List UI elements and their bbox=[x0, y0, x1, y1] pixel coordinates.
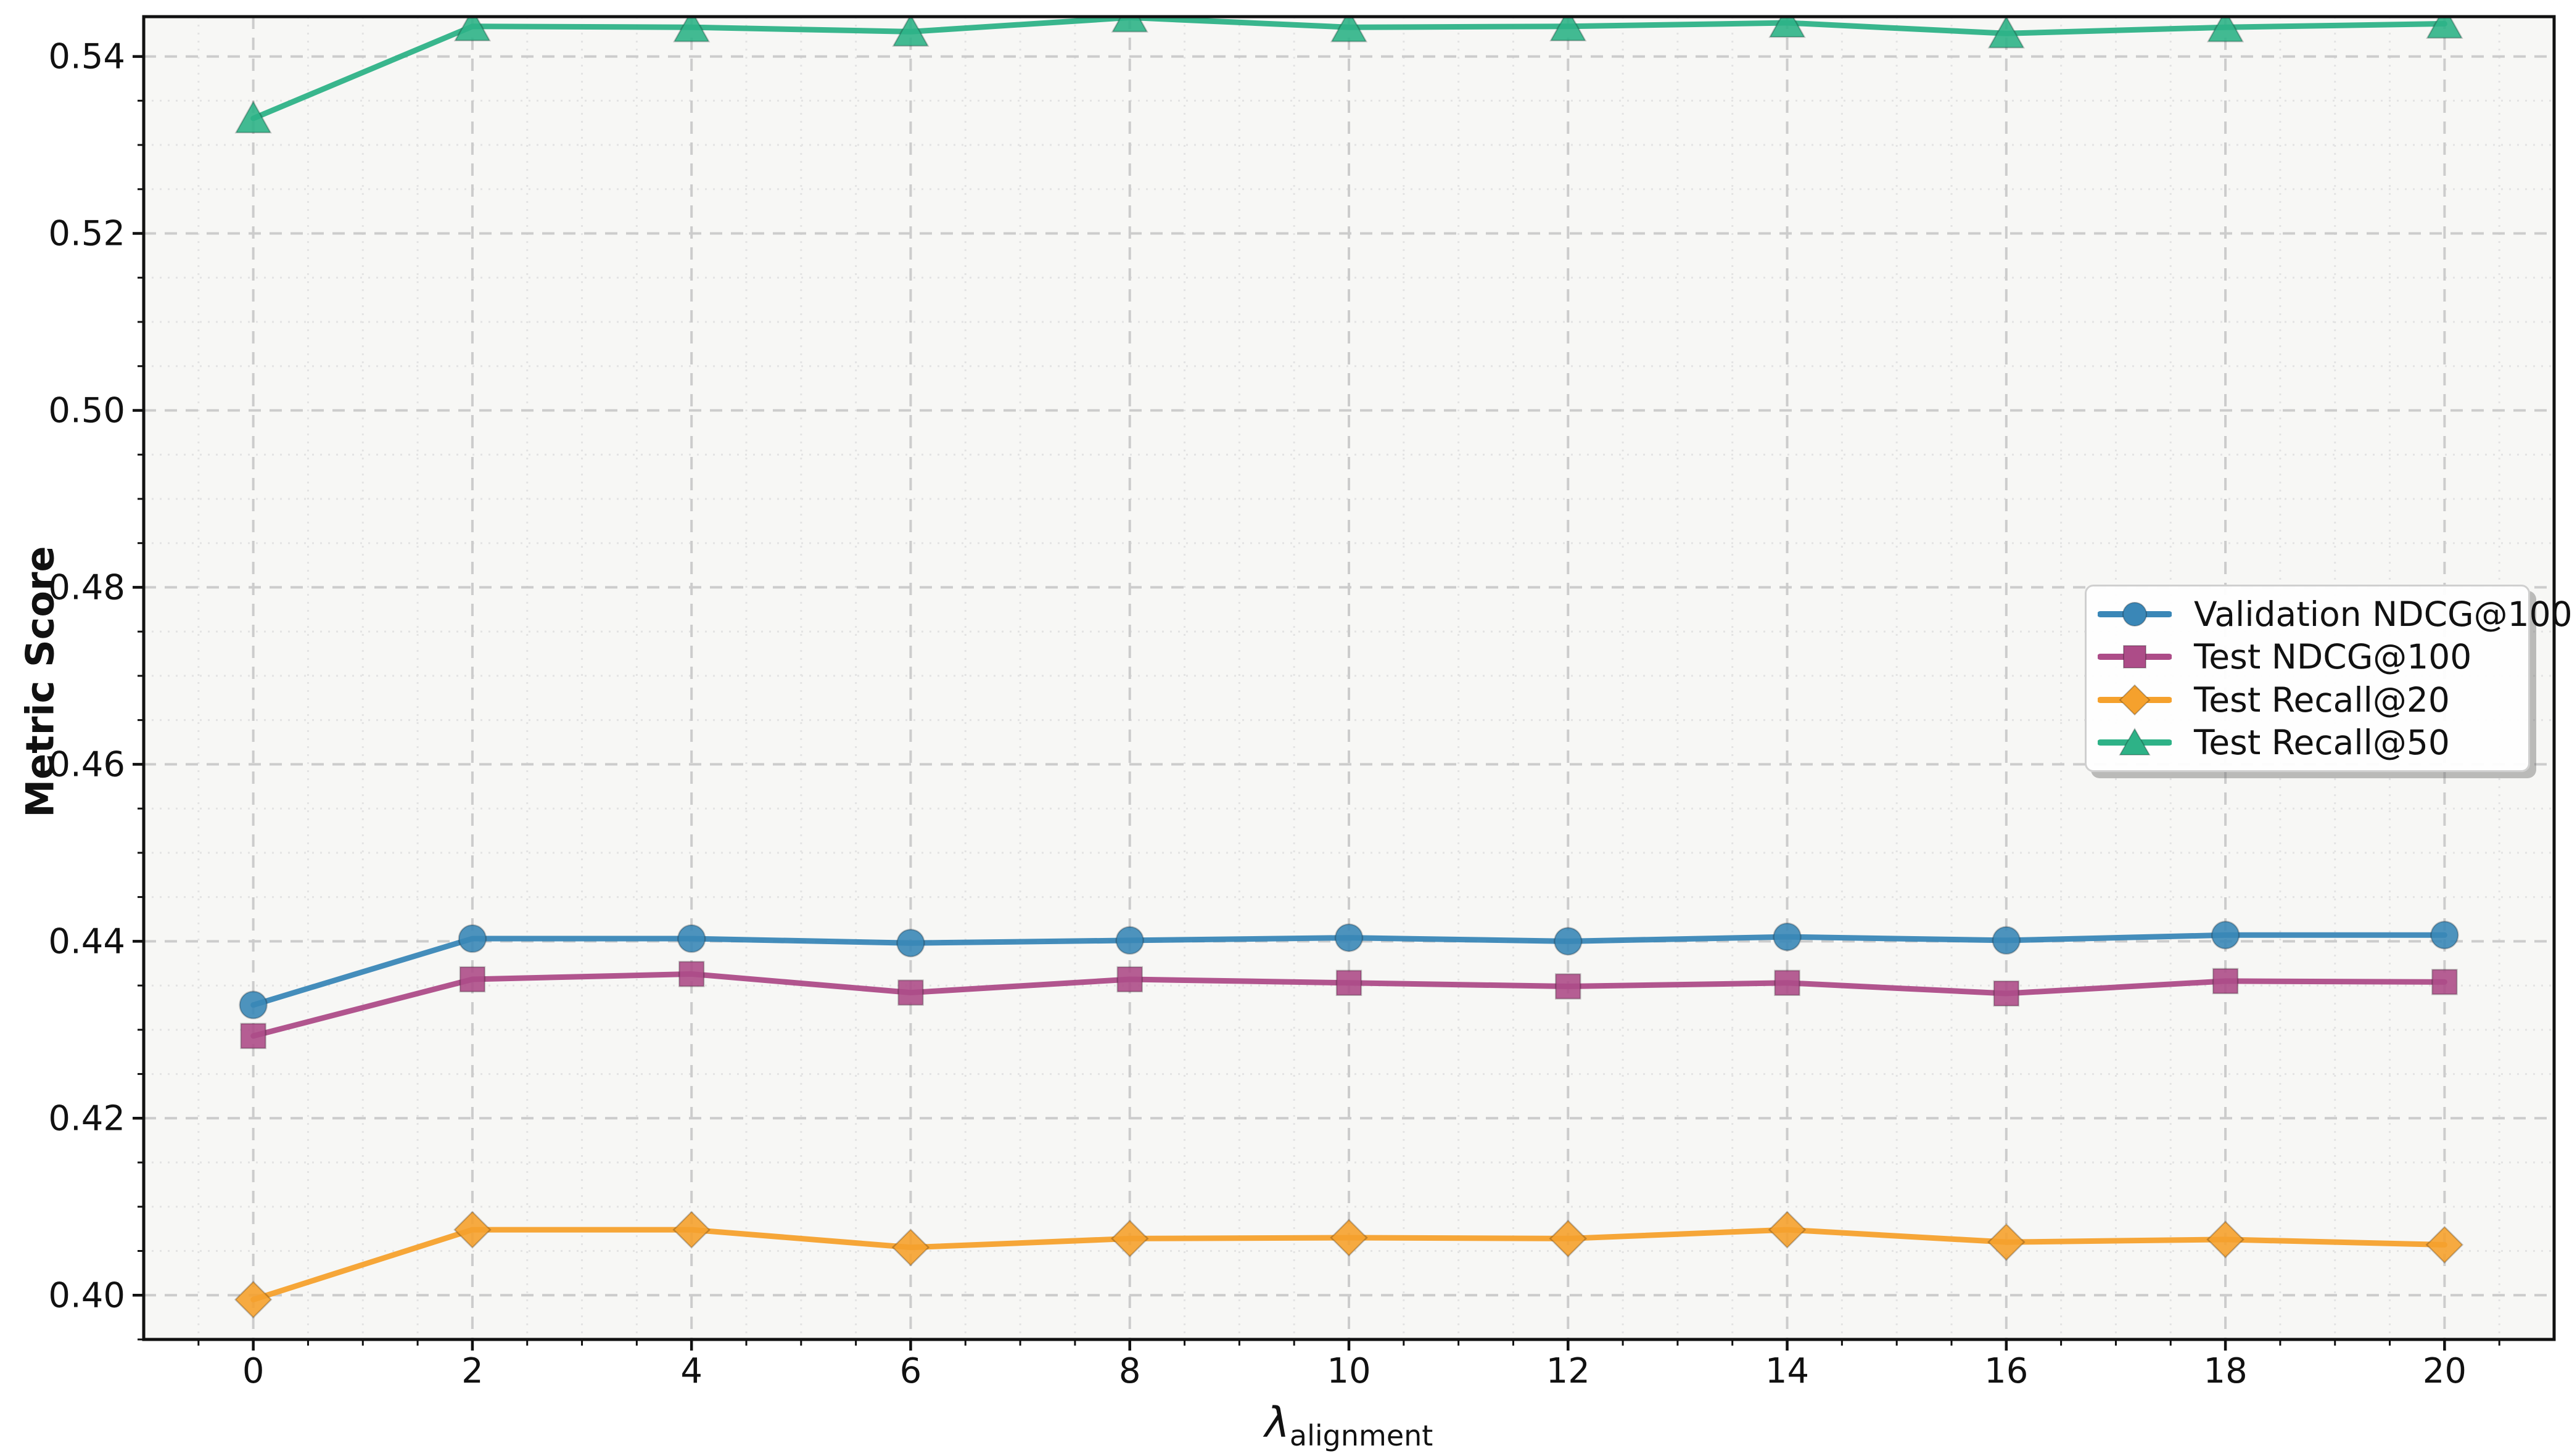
x-tick-label: 12 bbox=[1546, 1351, 1590, 1391]
marker-square bbox=[2212, 968, 2239, 995]
marker-square bbox=[678, 961, 705, 987]
legend-marker bbox=[2122, 601, 2147, 627]
marker-circle bbox=[239, 990, 268, 1019]
legend-circle-icon bbox=[2098, 601, 2172, 627]
x-tick-label: 16 bbox=[1984, 1351, 2028, 1391]
marker-diamond bbox=[672, 1211, 711, 1249]
x-tick-label: 10 bbox=[1327, 1351, 1370, 1391]
x-tick-label: 14 bbox=[1765, 1351, 1809, 1391]
x-tick-label: 0 bbox=[242, 1351, 265, 1391]
legend-label: Validation NDCG@100 bbox=[2194, 594, 2572, 634]
marker-diamond bbox=[1330, 1219, 1368, 1257]
series-validation-ndcg-100 bbox=[239, 921, 2459, 1019]
series-test-recall-20 bbox=[234, 1211, 2464, 1319]
y-tick-label: 0.42 bbox=[48, 1098, 125, 1138]
marker-circle bbox=[2430, 921, 2459, 950]
marker-circle bbox=[1554, 927, 1583, 956]
marker-diamond bbox=[234, 1280, 273, 1319]
marker-square bbox=[1116, 966, 1143, 993]
marker-triangle bbox=[453, 17, 492, 42]
x-tick-label: 2 bbox=[461, 1351, 484, 1391]
marker-circle bbox=[1992, 926, 2021, 955]
legend-label: Test Recall@50 bbox=[2194, 723, 2450, 763]
x-tick-label: 20 bbox=[2423, 1351, 2467, 1391]
legend-row: Test Recall@20 bbox=[2098, 678, 2517, 722]
legend: Validation NDCG@100 Test NDCG@100 Test Rec… bbox=[2085, 585, 2572, 772]
marker-triangle bbox=[2206, 17, 2244, 43]
marker-square bbox=[1555, 973, 1581, 1000]
marker-diamond bbox=[2425, 1225, 2464, 1264]
x-axis-label-subscript: alignment bbox=[1289, 1419, 1433, 1452]
marker-circle bbox=[896, 928, 925, 958]
marker-diamond bbox=[891, 1228, 930, 1267]
legend-square-icon bbox=[2098, 645, 2172, 669]
x-tick-label: 6 bbox=[900, 1351, 922, 1391]
marker-circle bbox=[1334, 923, 1364, 952]
y-tick-label: 0.50 bbox=[48, 390, 125, 430]
marker-square bbox=[1335, 969, 1362, 997]
marker-square bbox=[240, 1022, 266, 1050]
marker-diamond bbox=[1110, 1219, 1149, 1258]
x-tick-label: 4 bbox=[680, 1351, 703, 1391]
marker-diamond bbox=[453, 1211, 492, 1249]
marker-square bbox=[2431, 969, 2458, 995]
marker-diamond bbox=[1987, 1223, 2026, 1261]
y-tick-label: 0.54 bbox=[48, 37, 125, 77]
marker-triangle bbox=[1987, 17, 2025, 49]
legend-label: Test NDCG@100 bbox=[2194, 637, 2472, 677]
legend-marker bbox=[2119, 728, 2151, 756]
series-test-ndcg-100 bbox=[240, 961, 2458, 1050]
marker-circle bbox=[458, 924, 487, 953]
marker-diamond bbox=[1768, 1211, 1807, 1249]
legend-row: Test Recall@50 bbox=[2098, 722, 2517, 765]
y-axis-label: Metric Score bbox=[17, 546, 63, 818]
legend-triangle-icon bbox=[2098, 728, 2172, 756]
legend-row: Validation NDCG@100 bbox=[2098, 593, 2572, 636]
marker-square bbox=[1774, 969, 1800, 997]
marker-circle bbox=[1773, 922, 1802, 952]
marker-circle bbox=[677, 924, 706, 953]
x-axis-label-lambda: λ bbox=[1264, 1399, 1290, 1447]
marker-triangle bbox=[892, 17, 929, 47]
marker-triangle bbox=[673, 17, 711, 43]
legend-diamond-icon bbox=[2098, 684, 2172, 716]
marker-diamond bbox=[2206, 1220, 2244, 1259]
marker-circle bbox=[2211, 921, 2240, 950]
legend-row: Test NDCG@100 bbox=[2098, 636, 2517, 679]
y-tick-label: 0.48 bbox=[48, 567, 125, 607]
marker-triangle bbox=[1111, 17, 1148, 33]
x-tick-label: 8 bbox=[1119, 1351, 1141, 1391]
series-test-recall-50 bbox=[234, 17, 2463, 134]
y-tick-label: 0.44 bbox=[48, 921, 125, 961]
legend-marker bbox=[2119, 684, 2151, 716]
y-tick-label: 0.52 bbox=[48, 214, 125, 254]
marker-square bbox=[459, 966, 486, 993]
marker-diamond bbox=[1549, 1219, 1588, 1258]
marker-triangle bbox=[2426, 17, 2463, 39]
marker-triangle bbox=[234, 100, 272, 134]
y-tick-label: 0.46 bbox=[48, 744, 125, 784]
marker-triangle bbox=[1549, 17, 1587, 42]
y-tick-label: 0.40 bbox=[48, 1275, 125, 1315]
legend-label: Test Recall@20 bbox=[2194, 680, 2450, 720]
marker-triangle bbox=[1330, 17, 1368, 43]
marker-triangle bbox=[1768, 17, 1806, 38]
x-axis-label: λalignment bbox=[1041, 1399, 1657, 1452]
marker-circle bbox=[1115, 926, 1144, 955]
marker-square bbox=[1993, 980, 2020, 1007]
legend-marker bbox=[2123, 645, 2146, 669]
marker-square bbox=[897, 979, 924, 1006]
x-tick-label: 18 bbox=[2203, 1351, 2247, 1391]
